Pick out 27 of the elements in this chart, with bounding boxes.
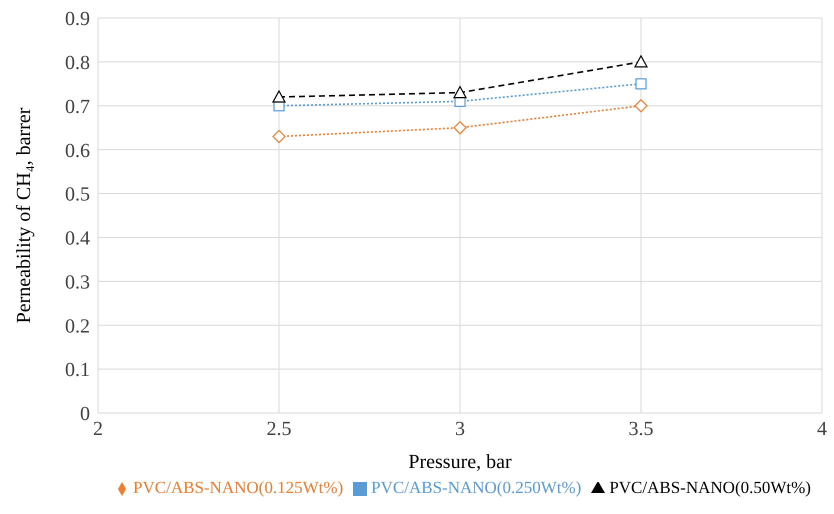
point [272, 90, 286, 103]
y-tick-label: 0.8 [65, 52, 90, 74]
x-axis-title: Pressure, bar [408, 451, 512, 473]
legend-label: PVC/ABS-NANO(0.250Wt%) [371, 478, 582, 497]
point [634, 55, 648, 68]
x-tick-label: 3.5 [628, 418, 654, 440]
y-tick-label: 0.9 [65, 8, 90, 30]
legend-label: PVC/ABS-NANO(0.125Wt%) [133, 478, 344, 497]
point [634, 99, 648, 112]
x-tick-label: 3 [455, 418, 465, 440]
x-tick-label: 4 [817, 418, 827, 440]
point [453, 121, 467, 134]
y-axis-title: Perneability of CH₄, barrer [13, 107, 36, 324]
y-tick-label: 0.1 [65, 359, 90, 382]
point [453, 86, 467, 98]
y-tick-label: 0.6 [65, 140, 90, 162]
x-tick-label: 2.5 [266, 418, 292, 440]
legend-label: PVC/ABS-NANO(0.50Wt%) [609, 478, 811, 497]
y-tick-label: 0.3 [65, 271, 90, 294]
y-tick-label: 0 [80, 403, 90, 426]
y-tick-label: 0.5 [65, 184, 90, 206]
point [635, 78, 647, 90]
point [272, 130, 286, 144]
y-tick-label: 0.4 [65, 228, 90, 250]
x-tick-label: 2 [93, 418, 103, 440]
y-tick-label: 0.2 [65, 315, 90, 338]
y-tick-label: 0.7 [65, 96, 90, 118]
